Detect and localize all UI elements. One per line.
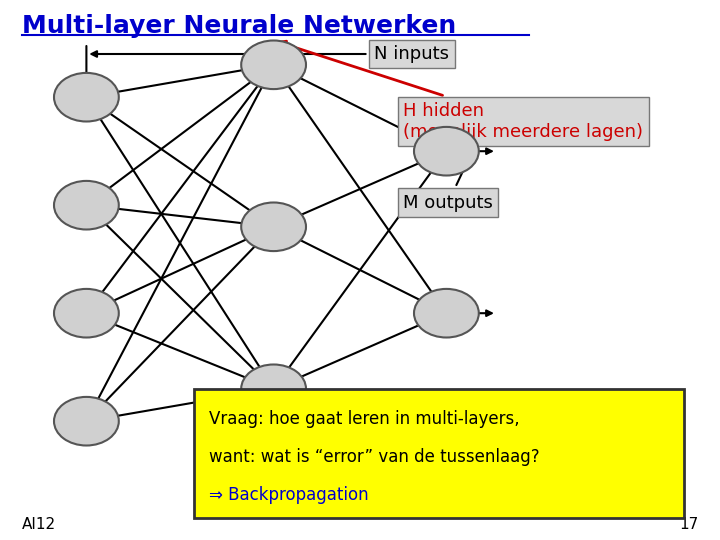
Circle shape [241,364,306,413]
Circle shape [241,202,306,251]
Circle shape [54,289,119,338]
Circle shape [414,127,479,176]
Circle shape [414,289,479,338]
Circle shape [54,397,119,445]
Text: M outputs: M outputs [403,156,493,212]
Text: Vraag: hoe gaat leren in multi-layers,: Vraag: hoe gaat leren in multi-layers, [209,410,519,428]
Circle shape [54,181,119,230]
Text: N inputs: N inputs [91,45,449,63]
Text: AI12: AI12 [22,517,55,532]
Text: H hidden
(mogelijk meerdere lagen): H hidden (mogelijk meerdere lagen) [279,41,643,141]
Text: Multi-layer Neurale Netwerken: Multi-layer Neurale Netwerken [22,14,456,37]
Text: 17: 17 [679,517,698,532]
FancyBboxPatch shape [194,389,684,518]
Text: want: wat is “error” van de tussenlaag?: want: wat is “error” van de tussenlaag? [209,448,539,466]
Circle shape [241,40,306,89]
Text: ⇒ Backpropagation: ⇒ Backpropagation [209,486,369,504]
Circle shape [54,73,119,122]
